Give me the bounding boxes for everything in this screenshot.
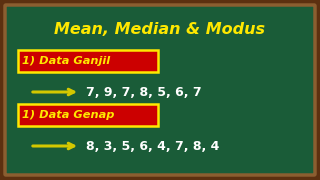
Text: 8, 3, 5, 6, 4, 7, 8, 4: 8, 3, 5, 6, 4, 7, 8, 4: [86, 140, 220, 152]
FancyBboxPatch shape: [18, 50, 158, 72]
Text: Mean, Median & Modus: Mean, Median & Modus: [54, 22, 266, 37]
Text: 1) Data Genap: 1) Data Genap: [22, 110, 114, 120]
FancyBboxPatch shape: [7, 7, 313, 173]
FancyBboxPatch shape: [5, 5, 315, 175]
Text: 7, 9, 7, 8, 5, 6, 7: 7, 9, 7, 8, 5, 6, 7: [86, 86, 202, 98]
Text: 1) Data Ganjil: 1) Data Ganjil: [22, 56, 110, 66]
FancyBboxPatch shape: [18, 104, 158, 126]
